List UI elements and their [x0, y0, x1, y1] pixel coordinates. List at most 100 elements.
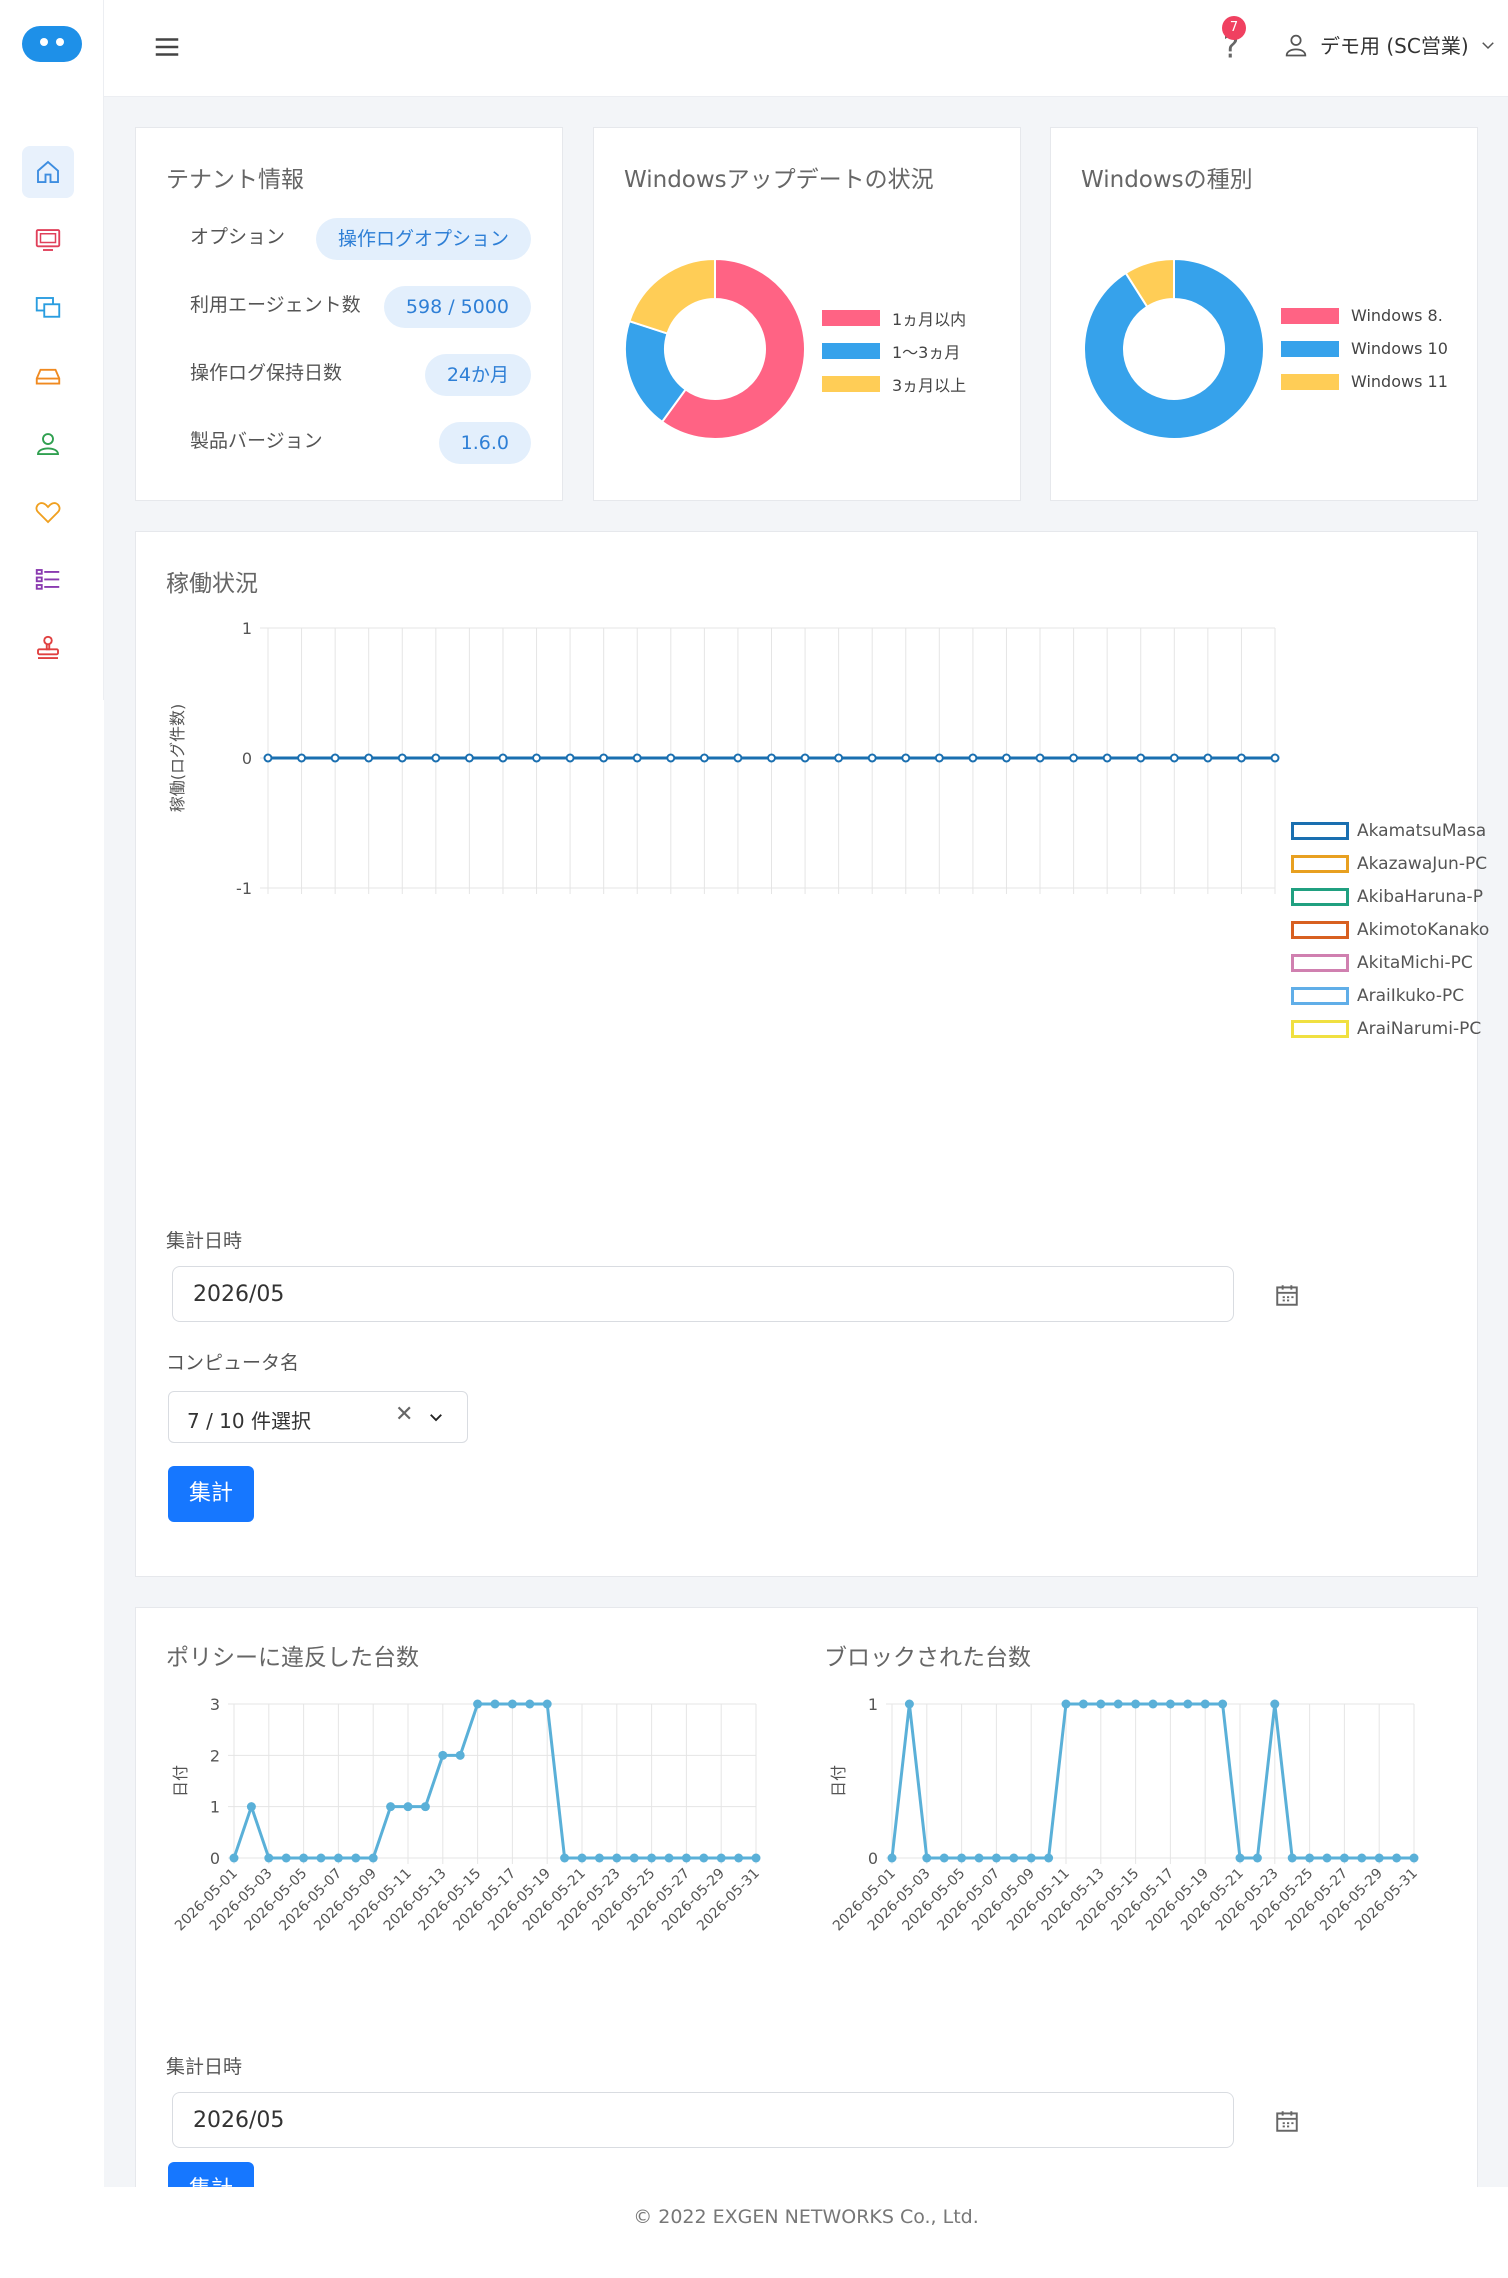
computer-name-select[interactable]: 7 / 10 件選択 ✕ [168, 1391, 468, 1443]
x-tick-label: 31 [1265, 901, 1285, 902]
data-point [681, 1853, 691, 1863]
sidebar-item-users[interactable] [22, 418, 74, 470]
chevron-down-icon [430, 1414, 442, 1422]
data-point [699, 753, 709, 763]
tenant-value-option: 操作ログオプション [315, 218, 531, 260]
legend-item[interactable]: AkamatsuMasa [1291, 821, 1506, 841]
legend-item[interactable]: AraiNarumi-PC [1291, 1019, 1506, 1039]
calendar-icon[interactable] [1274, 2108, 1300, 2134]
data-point [1035, 753, 1045, 763]
data-point [386, 1802, 396, 1812]
footer: © 2022 EXGEN NETWORKS Co., Ltd. [104, 2187, 1508, 2278]
data-point [1183, 1699, 1193, 1709]
card-title: Windowsアップデートの状況 [624, 167, 934, 193]
data-point [368, 1853, 378, 1863]
sidebar-item-home[interactable] [22, 146, 74, 198]
policy-violation-chart: 2026-05-012026-05-032026-05-052026-05-07… [171, 1695, 763, 1968]
agg-date-label: 集計日時 [166, 1230, 243, 1252]
agg-date-input[interactable]: 2026/05 [172, 2092, 1234, 2148]
x-tick-label: 16 [761, 901, 781, 902]
x-tick-label: 17 [795, 901, 815, 902]
top-bar: ? 7 デモ用 (SC営業) [104, 0, 1508, 97]
pie-slice [660, 258, 806, 440]
pie-slice [628, 258, 716, 335]
data-point [297, 753, 307, 763]
data-point [922, 1853, 932, 1863]
policy-card: ポリシーに違反した台数 ブロックされた台数 2026-05-01 2026-05-… [135, 1607, 1478, 2257]
legend-swatch [1291, 888, 1349, 906]
data-point [403, 1802, 413, 1812]
legend-label: AkitaMichi-PC [1357, 953, 1473, 973]
data-point [734, 1853, 744, 1863]
sidebar-item-drive[interactable] [22, 350, 74, 402]
agg-date-input[interactable]: 2026/05 [172, 1266, 1234, 1322]
data-point [647, 1853, 657, 1863]
data-point [364, 753, 374, 763]
data-point [560, 1853, 570, 1863]
legend-item[interactable]: AkibaHaruna-P [1291, 887, 1506, 907]
data-point [1026, 1853, 1036, 1863]
data-point [229, 1853, 239, 1863]
legend-label: AkazawaJun-PC [1357, 854, 1488, 874]
legend-item[interactable]: AkazawaJun-PC [1291, 854, 1506, 874]
legend-item: Windows 11 [1281, 372, 1456, 391]
data-point [666, 753, 676, 763]
data-point [1409, 1853, 1419, 1863]
sidebar-item-approval[interactable] [22, 622, 74, 674]
data-point [330, 753, 340, 763]
data-point [632, 753, 642, 763]
sidebar-item-health[interactable] [22, 486, 74, 538]
data-point [733, 753, 743, 763]
x-tick-label: 24 [1030, 901, 1050, 902]
x-tick-label: 20 [896, 901, 916, 902]
data-point [968, 753, 978, 763]
legend-item[interactable]: AraiIkuko-PC [1291, 986, 1506, 1006]
blocked-devices-chart: 2026-05-012026-05-032026-05-052026-05-07… [829, 1695, 1421, 1968]
legend-item[interactable]: AkimotoKanako [1291, 920, 1506, 940]
card-title: ポリシーに違反した台数 [166, 1645, 419, 1671]
data-point [594, 1853, 604, 1863]
data-point [542, 1699, 552, 1709]
heart-icon [35, 502, 61, 524]
main-content: テナント情報 オプション 操作ログオプション 利用エージェント数 598 / 5… [104, 97, 1508, 2257]
legend-swatch [1291, 987, 1349, 1005]
sidebar-item-list[interactable] [22, 554, 74, 606]
devices-icon [35, 297, 61, 318]
data-point [1270, 1699, 1280, 1709]
data-point [751, 1853, 761, 1863]
user-menu[interactable]: デモ用 (SC営業) [1282, 30, 1497, 59]
data-point [939, 1853, 949, 1863]
aggregate-button[interactable]: 集計 [168, 1466, 254, 1522]
data-point [887, 1853, 897, 1863]
data-point [1001, 753, 1011, 763]
sidebar-item-computers[interactable] [22, 214, 74, 266]
data-point [1203, 753, 1213, 763]
sidebar-item-devices[interactable] [22, 282, 74, 334]
data-point [1252, 1853, 1262, 1863]
x-tick-label: 29 [1198, 901, 1218, 902]
data-point [1096, 1699, 1106, 1709]
app-logo[interactable] [22, 26, 82, 62]
computer-name-label: コンピュータ名 [166, 1352, 300, 1374]
legend-label: AraiNarumi-PC [1357, 1019, 1482, 1039]
data-point [1148, 1699, 1158, 1709]
legend-item: 1～3ヵ月 [822, 339, 1012, 363]
operation-line-chart: 1234567891011121314151617181920212223242… [168, 619, 1285, 902]
clear-icon[interactable]: ✕ [395, 1402, 414, 1427]
user-icon [37, 433, 59, 455]
data-point [1078, 1699, 1088, 1709]
x-tick-label: 23 [996, 901, 1016, 902]
y-tick-label: 0 [868, 1849, 878, 1868]
agg-date-label: 集計日時 [166, 2056, 243, 2078]
windows-update-card: Windowsアップデートの状況 1ヵ月以内 1～3ヵ月 3ヵ月以上 [593, 127, 1021, 501]
data-point [1339, 1853, 1349, 1863]
legend-item[interactable]: AkitaMichi-PC [1291, 953, 1506, 973]
data-point [1374, 1853, 1384, 1863]
x-tick-label: 14 [694, 901, 714, 902]
home-icon [37, 160, 59, 183]
menu-toggle-icon[interactable] [152, 32, 182, 62]
calendar-icon[interactable] [1274, 1282, 1300, 1308]
data-point [565, 753, 575, 763]
data-point [264, 1853, 274, 1863]
x-tick-label: 3 [330, 901, 340, 902]
